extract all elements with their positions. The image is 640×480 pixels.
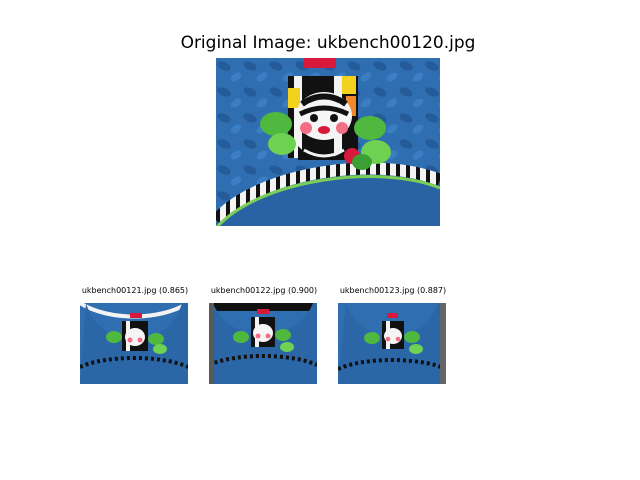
zebra-border xyxy=(216,162,440,225)
result-2: ukbench00122.jpg (0.900) xyxy=(209,284,359,394)
result-caption: ukbench00121.jpg (0.865) xyxy=(81,286,189,295)
original-image xyxy=(216,58,440,226)
result-image xyxy=(209,303,317,384)
result-3: ukbench00123.jpg (0.887) xyxy=(338,284,488,394)
result-image-art xyxy=(209,303,317,384)
original-image-art xyxy=(216,58,440,226)
result-caption: ukbench00122.jpg (0.900) xyxy=(210,286,318,295)
result-image-art xyxy=(338,303,446,384)
zebra-character xyxy=(288,58,360,164)
result-caption: ukbench00123.jpg (0.887) xyxy=(339,286,447,295)
result-image xyxy=(338,303,446,384)
result-1: ukbench00121.jpg (0.865) xyxy=(80,284,230,394)
green-border xyxy=(216,175,440,226)
page-title: Original Image: ukbench00120.jpg xyxy=(180,33,476,53)
result-image xyxy=(80,303,188,384)
green-leaves xyxy=(260,112,391,170)
fabric-border-band xyxy=(216,168,440,226)
result-image-art xyxy=(80,303,188,384)
